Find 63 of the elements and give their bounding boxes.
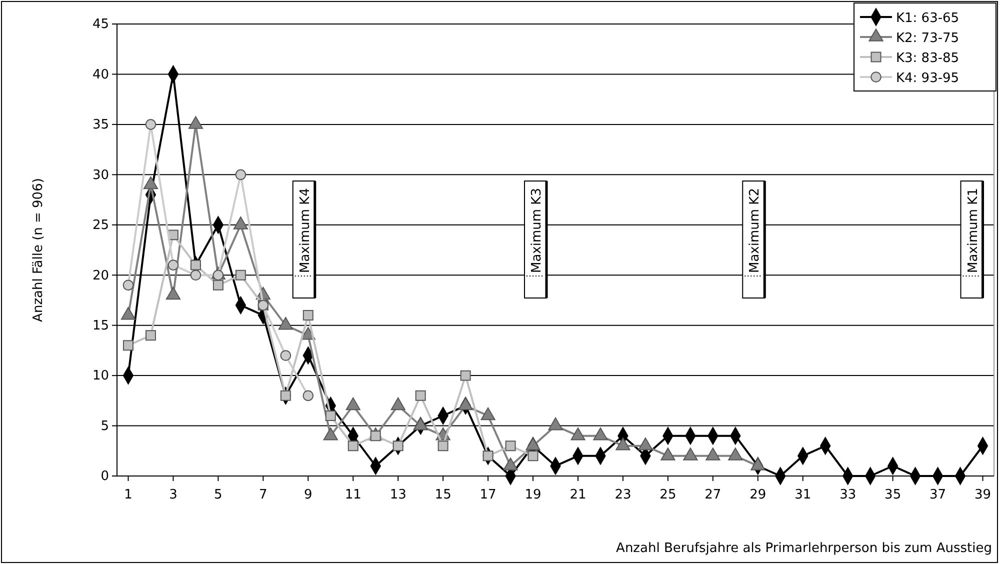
y-tick-label: 30 (92, 168, 109, 183)
x-tick-label: 5 (214, 487, 222, 502)
point (235, 169, 246, 180)
x-tick-label: 29 (750, 487, 766, 502)
point (122, 280, 134, 291)
y-tick-label: 40 (92, 67, 109, 82)
point (302, 310, 314, 321)
point (145, 330, 156, 341)
x-tick-label: 3 (169, 487, 178, 502)
y-tick-label: 35 (92, 118, 109, 133)
x-tick-label: 17 (480, 487, 496, 502)
y-tick-label: 15 (92, 318, 109, 334)
x-tick-label: 27 (704, 487, 722, 502)
ref-line-label: Maximum K2 (748, 188, 763, 273)
point (438, 440, 448, 452)
point (280, 390, 291, 401)
point (528, 450, 538, 462)
y-axis-title: Anzahl Fälle (n = 906) (31, 178, 46, 322)
y-tick-label: 25 (92, 218, 109, 234)
y-tick-label: 20 (92, 268, 109, 284)
legend-label: K4: 93-95 (896, 71, 960, 86)
point (392, 440, 404, 452)
x-tick-label: 1 (124, 487, 132, 502)
x-tick-label: 35 (884, 487, 902, 502)
point (482, 450, 494, 462)
x-tick-label: 11 (344, 487, 362, 502)
point (235, 270, 246, 280)
x-tick-label: 31 (794, 487, 812, 502)
y-tick-label: 5 (100, 418, 109, 434)
point (460, 370, 471, 381)
ref-line-label: Maximum K3 (530, 188, 545, 273)
point (280, 350, 292, 361)
x-tick-label: 37 (930, 487, 946, 502)
x-tick-label: 33 (840, 487, 856, 502)
point (348, 440, 358, 452)
x-tick-label: 23 (614, 487, 632, 502)
ref-line-label: Maximum K4 (298, 188, 313, 273)
legend-label: K3: 83-85 (896, 51, 960, 66)
point (145, 119, 156, 130)
point (505, 440, 516, 452)
point (212, 280, 224, 290)
point (190, 270, 202, 280)
point (415, 390, 426, 401)
x-tick-label: 21 (570, 487, 586, 502)
y-tick-label: 10 (92, 368, 109, 384)
x-tick-label: 7 (259, 487, 268, 502)
y-tick-label: 45 (92, 17, 109, 32)
x-tick-label: 13 (390, 487, 406, 502)
point (302, 390, 314, 402)
x-tick-label: 19 (524, 487, 542, 502)
y-tick-label: 0 (100, 469, 109, 484)
x-tick-label: 39 (974, 487, 992, 502)
x-tick-label: 25 (660, 487, 676, 502)
point (168, 260, 179, 270)
point (212, 270, 224, 280)
legend-label: K2: 73-75 (896, 31, 960, 46)
ref-line-label: Maximum K1 (966, 188, 981, 273)
x-tick-label: 9 (304, 487, 312, 502)
x-axis-title: Anzahl Berufsjahre als Primarlehrperson bis zum Ausstieg (616, 541, 992, 556)
point (325, 410, 336, 421)
point (123, 340, 134, 351)
x-tick-label: 15 (434, 487, 452, 502)
legend-label: K1: 63-65 (896, 11, 960, 26)
